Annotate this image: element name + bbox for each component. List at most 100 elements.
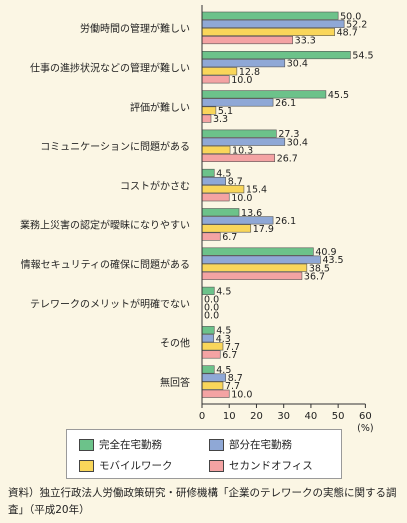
legend-swatch <box>209 460 224 472</box>
value-label: 5.1 <box>218 106 233 117</box>
value-label: 4.5 <box>216 365 231 376</box>
bar <box>201 350 221 359</box>
value-label: 6.7 <box>222 232 237 243</box>
bar <box>201 106 217 115</box>
value-label: 38.5 <box>309 263 330 274</box>
bar <box>201 168 215 177</box>
bar <box>201 67 238 76</box>
value-label: 6.7 <box>222 350 237 361</box>
x-tick-label: 50 <box>332 411 345 422</box>
value-label: 48.7 <box>337 28 358 39</box>
value-label: 10.0 <box>231 193 252 204</box>
value-label: 13.6 <box>241 208 262 219</box>
value-label: 12.8 <box>239 67 260 78</box>
value-label: 27.3 <box>278 129 299 140</box>
value-label: 36.7 <box>304 271 325 282</box>
bar <box>201 35 293 45</box>
category-label: 仕事の進捗状況などの管理が難しい <box>30 62 190 75</box>
value-label: 26.1 <box>275 216 296 227</box>
bar <box>201 389 230 398</box>
value-label: 3.3 <box>213 114 228 125</box>
value-label: 45.5 <box>328 90 349 101</box>
value-label: 10.0 <box>231 75 252 86</box>
category-label: テレワークのメリットが明確でない <box>30 297 190 310</box>
x-tick-label: 40 <box>305 411 318 422</box>
bar <box>201 216 274 225</box>
bar <box>201 286 215 295</box>
value-label: 8.7 <box>228 373 243 384</box>
legend-swatch <box>209 439 224 451</box>
bar <box>201 224 252 233</box>
bar <box>201 373 226 382</box>
x-tick-label: 10 <box>223 411 236 422</box>
legend-swatch <box>79 460 94 472</box>
value-label: 30.4 <box>287 137 308 148</box>
bar <box>201 232 221 241</box>
bar <box>201 381 224 390</box>
value-label: 26.1 <box>275 98 296 109</box>
bar <box>201 177 226 186</box>
bar <box>201 153 276 162</box>
source-note: 資料）独立行政法人労働政策研究・研修機構「企業のテレワークの実態に関する調査」（… <box>8 487 397 516</box>
value-label: 4.5 <box>216 286 231 297</box>
x-axis-unit: (%) <box>357 423 373 434</box>
bar <box>201 193 230 202</box>
bar <box>201 19 345 28</box>
value-label: 52.2 <box>346 19 367 30</box>
value-label: 10.3 <box>232 145 253 156</box>
value-label: 10.0 <box>231 389 252 400</box>
legend-label: 部分在宅勤務 <box>229 439 292 451</box>
bar <box>201 50 351 60</box>
category-label: コミュニケーションに問題がある <box>40 140 190 153</box>
value-label: 7.7 <box>225 342 240 353</box>
value-label: 0.0 <box>204 303 219 314</box>
legend-label: 完全在宅勤務 <box>99 439 162 451</box>
value-label: 4.3 <box>216 334 231 345</box>
bar <box>201 98 274 107</box>
value-label: 30.4 <box>287 59 308 70</box>
legend-label: セカンドオフィス <box>229 460 313 472</box>
bar <box>201 255 321 264</box>
bar <box>201 90 327 99</box>
value-label: 43.5 <box>322 255 343 266</box>
x-tick-label: 0 <box>199 411 205 422</box>
bar <box>201 365 215 374</box>
bar <box>201 11 339 20</box>
bar <box>201 75 230 84</box>
legend-label: モバイルワーク <box>99 460 173 472</box>
x-tick-label: 60 <box>359 411 372 422</box>
bar <box>201 129 277 138</box>
value-label: 40.9 <box>315 247 336 258</box>
bar <box>201 326 215 335</box>
bar <box>201 114 212 123</box>
value-label: 17.9 <box>253 224 274 235</box>
value-label: 15.4 <box>246 185 267 196</box>
value-label: 26.7 <box>277 154 298 165</box>
value-label: 8.7 <box>228 177 243 188</box>
bar <box>201 145 231 154</box>
legend-swatch <box>79 439 94 451</box>
bar <box>201 271 303 280</box>
bar <box>201 247 314 256</box>
x-tick-label: 20 <box>250 411 263 422</box>
category-label: その他 <box>160 337 190 350</box>
category-label: コストがかさむ <box>120 179 190 192</box>
bar <box>201 342 224 351</box>
value-label: 4.5 <box>216 169 231 180</box>
bar <box>201 208 240 217</box>
value-label: 54.5 <box>352 51 373 62</box>
bar <box>201 59 286 68</box>
category-label: 評価が難しい <box>130 101 190 114</box>
category-label: 労働時間の管理が難しい <box>80 22 190 35</box>
bar <box>201 263 308 272</box>
bar <box>201 185 245 194</box>
value-label: 4.5 <box>216 326 231 337</box>
bar <box>201 334 215 343</box>
bar <box>201 27 335 37</box>
value-label: 7.7 <box>225 381 240 392</box>
value-label: 0.0 <box>204 295 219 306</box>
bar <box>201 137 286 146</box>
category-label: 情報セキュリティの確保に問題がある <box>21 258 190 271</box>
x-tick-label: 30 <box>277 411 290 422</box>
